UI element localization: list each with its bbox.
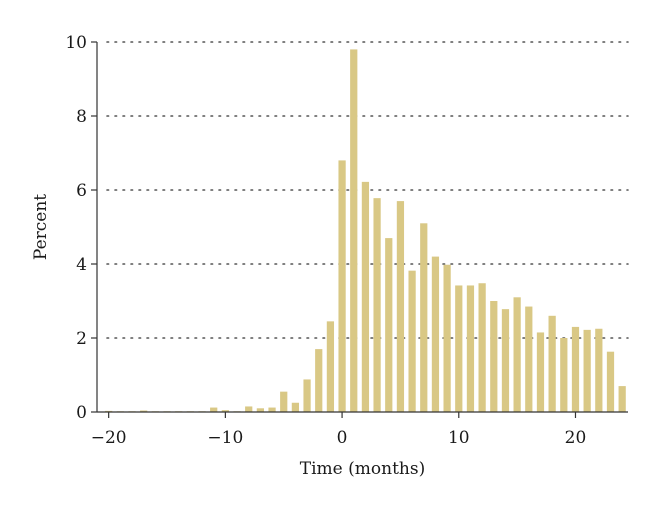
bar-x20 [571,326,580,412]
tick-labels: 0 2 4 6 8 10 −20 −10 0 10 20 [65,33,586,448]
x-tick-label-10: 10 [448,428,470,448]
bar-x21 [583,329,591,412]
bar-x7 [420,223,428,412]
x-axis-title: Time (months) [300,459,425,479]
bar-x-4 [291,402,300,412]
bar-x11 [466,285,475,412]
y-axis-title: Percent [31,194,51,260]
bar-x-10 [221,410,229,412]
bar-x3 [373,198,381,412]
bar-x4 [385,238,393,412]
bar-x6 [408,270,416,412]
bar-x8 [431,256,440,412]
y-tick-label-6: 6 [76,181,87,201]
bar-x-11 [210,407,218,412]
bar-x-3 [303,379,311,412]
bar-x-6 [268,407,276,412]
bar-x5 [396,201,405,412]
y-tick-label-0: 0 [76,403,87,423]
bar-x-5 [280,391,288,412]
bar-x15 [513,297,521,412]
bar-x14 [501,309,510,412]
y-tick-label-4: 4 [76,255,87,275]
x-tick-label--10: −10 [207,428,243,448]
bar-x-1 [326,321,335,412]
x-tick-label-20: 20 [565,428,587,448]
bar-x10 [455,285,463,412]
bar-x2 [361,181,370,412]
bar-x9 [443,264,451,412]
bar-x1 [350,49,358,413]
x-tick-label--20: −20 [91,428,127,448]
bar-x22 [595,328,603,412]
bar-x-17 [140,410,148,412]
x-tick-label-0: 0 [337,428,348,448]
bar-x-7 [256,408,265,412]
bar-x12 [478,283,486,412]
bar-x13 [490,301,498,412]
axes [96,42,628,413]
bar-x24 [618,386,626,412]
bar-x-8 [245,406,253,412]
bar-x18 [548,315,556,412]
y-tick-label-10: 10 [65,33,87,53]
bar-x19 [560,338,568,412]
bars [105,49,626,413]
y-tick-label-2: 2 [76,329,87,349]
bar-x16 [525,306,533,412]
bar-x0 [338,160,346,412]
bar-x17 [536,332,545,412]
y-tick-label-8: 8 [76,107,87,127]
bar-x23 [606,351,615,412]
bar-x-2 [315,349,323,412]
